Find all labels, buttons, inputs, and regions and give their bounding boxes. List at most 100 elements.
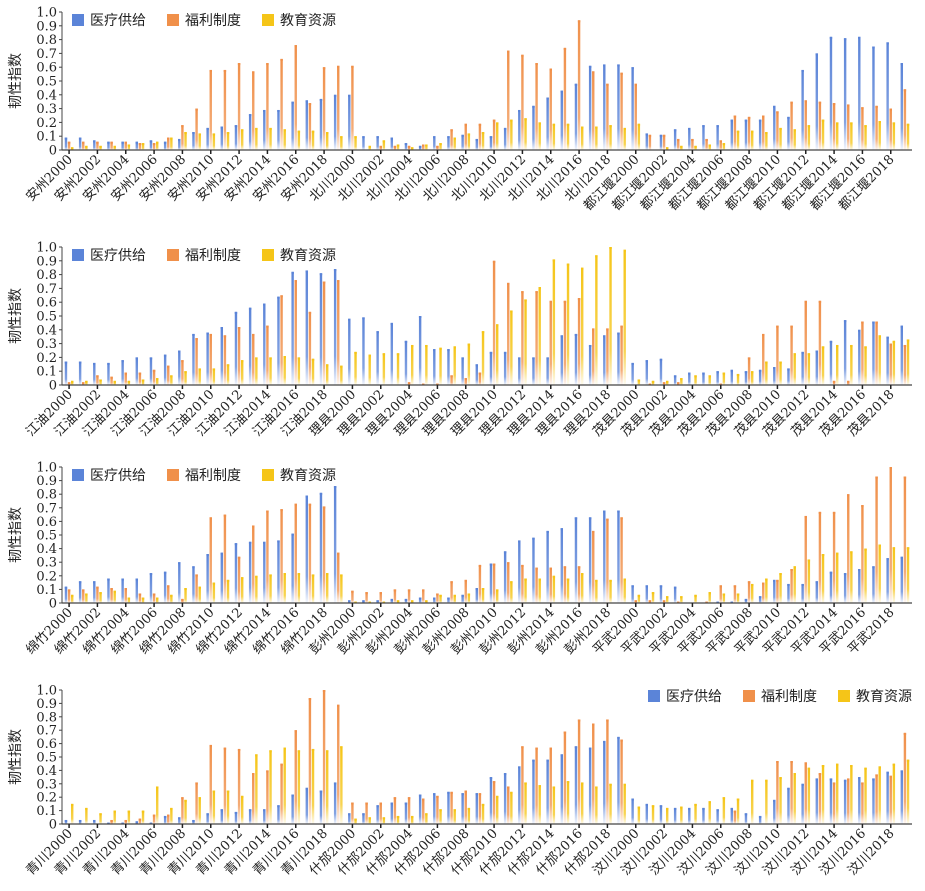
bar-cap	[864, 548, 867, 551]
bar-教育资源-43	[680, 596, 683, 603]
bar-cap	[875, 321, 878, 324]
bar-医疗供给-12	[234, 311, 238, 385]
bar-教育资源-47	[736, 373, 740, 385]
bar-医疗供给-42	[659, 134, 663, 150]
bar-cap	[832, 511, 836, 514]
bar-cap	[906, 339, 910, 342]
bar-教育资源-51	[793, 566, 796, 603]
bar-医疗供给-15	[277, 109, 280, 150]
bar-福利制度-9	[195, 782, 198, 824]
bar-cap	[503, 773, 507, 776]
bar-cap	[906, 547, 910, 550]
bar-cap	[818, 511, 822, 514]
bar-cap	[532, 759, 535, 762]
bar-教育资源-4	[127, 810, 131, 824]
bar-福利制度-23	[393, 589, 397, 603]
bar-cap	[878, 766, 881, 769]
bar-福利制度-29	[478, 793, 482, 824]
bar-cap	[659, 134, 663, 137]
bar-福利制度-52	[804, 100, 807, 150]
bar-福利制度-48	[747, 357, 751, 385]
bar-教育资源-16	[297, 357, 301, 385]
bar-cap	[70, 803, 74, 806]
bar-cap	[847, 104, 850, 107]
bar-cap	[645, 585, 649, 588]
bar-福利制度-25	[422, 589, 425, 603]
bar-教育资源-38	[609, 125, 612, 150]
bar-cap	[518, 540, 521, 543]
bar-教育资源-26	[439, 143, 442, 150]
bar-cap	[606, 719, 609, 722]
bar-cap	[804, 762, 807, 765]
bar-医疗供给-3	[107, 362, 110, 385]
bar-cap	[861, 782, 864, 785]
bar-医疗供给-2	[93, 140, 96, 150]
bar-医疗供给-5	[135, 141, 139, 150]
bar-cap	[623, 249, 626, 252]
bar-福利制度-13	[252, 773, 255, 824]
bar-cap	[609, 783, 612, 786]
bar-福利制度-6	[152, 369, 156, 385]
bar-福利制度-31	[507, 282, 510, 385]
y-tick-label: 0.1	[36, 804, 57, 819]
bar-cap	[708, 144, 711, 147]
bar-cap	[269, 750, 272, 753]
bar-福利制度-58	[889, 775, 892, 824]
bar-cap	[762, 333, 765, 336]
bar-cap	[521, 564, 524, 567]
bar-医疗供给-21	[362, 317, 365, 385]
bar-cap	[481, 331, 485, 334]
bar-福利制度-14	[266, 770, 269, 824]
bar-cap	[478, 564, 482, 567]
bar-医疗供给-18	[319, 98, 323, 150]
bar-cap	[181, 598, 184, 601]
bar-cap	[847, 494, 850, 497]
bar-教育资源-30	[495, 589, 499, 603]
bar-医疗供给-27	[447, 349, 450, 385]
bar-教育资源-35	[566, 781, 570, 824]
bar-cap	[121, 822, 124, 824]
bar-医疗供给-17	[305, 100, 309, 150]
bar-cap	[637, 123, 641, 126]
bar-cap	[495, 589, 499, 592]
bar-cap	[645, 360, 649, 363]
bar-医疗供给-57	[872, 321, 875, 385]
bar-医疗供给-51	[787, 116, 790, 150]
bar-cap	[234, 543, 238, 546]
bar-cap	[461, 793, 464, 796]
bar-医疗供给-26	[433, 349, 436, 385]
bar-教育资源-0	[70, 380, 74, 385]
bar-教育资源-6	[155, 597, 159, 603]
bar-cap	[410, 147, 414, 150]
y-tick-label: 0.9	[36, 254, 57, 269]
bar-cap	[124, 372, 127, 375]
bar-cap	[141, 379, 145, 382]
bar-cap	[407, 145, 411, 148]
bar-教育资源-57	[878, 544, 881, 603]
bar-cap	[829, 340, 833, 343]
bar-福利制度-4	[124, 372, 127, 385]
bar-福利制度-17	[308, 103, 312, 150]
bar-cap	[297, 573, 301, 576]
bar-cap	[376, 805, 379, 808]
bar-cap	[135, 357, 139, 360]
bar-教育资源-18	[325, 750, 329, 824]
bar-医疗供给-50	[773, 367, 776, 385]
y-tick-label: 0.2	[36, 116, 57, 131]
bar-福利制度-20	[351, 65, 354, 150]
bar-cap	[325, 132, 329, 135]
bar-cap	[659, 585, 663, 588]
y-tick-label: 0.4	[36, 764, 57, 779]
bar-cap	[348, 600, 351, 603]
bar-福利制度-56	[861, 505, 864, 603]
bar-教育资源-28	[467, 133, 471, 150]
bar-cap	[311, 574, 315, 577]
bar-cap	[489, 563, 493, 566]
bar-cap	[835, 122, 839, 125]
bar-cap	[393, 797, 397, 800]
bar-医疗供给-24	[404, 802, 408, 824]
bar-cap	[552, 123, 556, 126]
y-tick-label: 0.8	[36, 268, 57, 283]
bar-医疗供给-47	[730, 119, 734, 150]
bar-cap	[829, 778, 833, 781]
